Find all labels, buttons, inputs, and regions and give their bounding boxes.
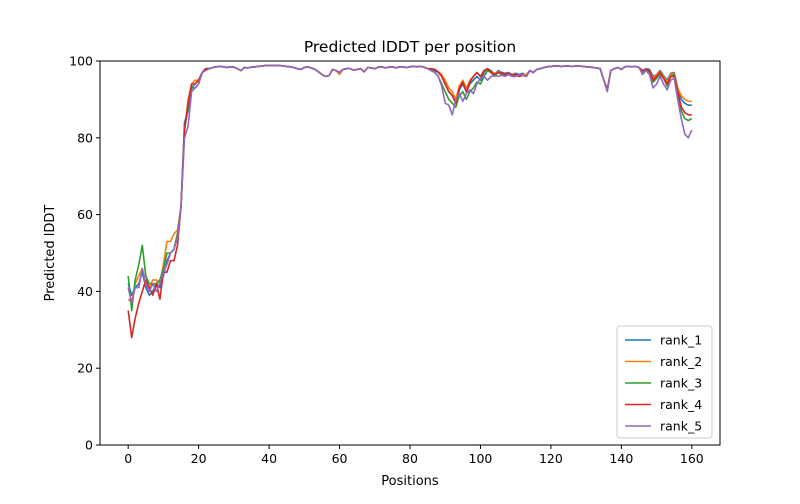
chart-title: Predicted lDDT per position	[304, 38, 516, 56]
x-tick-label: 0	[124, 451, 132, 466]
y-tick-label: 0	[85, 438, 93, 453]
plot-frame	[99, 60, 721, 446]
legend-label: rank_1	[660, 333, 702, 348]
legend-box	[616, 325, 713, 439]
series-line-rank_1	[127, 64, 692, 297]
x-tick-label: 40	[261, 451, 277, 466]
x-axis-label: Positions	[381, 474, 439, 489]
x-tick-label: 100	[469, 451, 493, 466]
x-tick-label: 140	[609, 451, 633, 466]
legend-label: rank_5	[660, 419, 702, 434]
y-tick-label: 100	[69, 54, 93, 69]
legend-label: rank_4	[660, 397, 702, 412]
series-line-rank_2	[127, 64, 692, 304]
x-tick-label: 120	[539, 451, 563, 466]
y-tick-label: 40	[77, 284, 93, 299]
legend-label: rank_2	[660, 354, 702, 369]
x-tick-label: 80	[402, 451, 418, 466]
legend: rank_1 rank_2 rank_3 rank_4 rank_5	[616, 325, 713, 439]
legend-label: rank_3	[660, 376, 702, 391]
series-line-rank_5	[127, 64, 693, 304]
x-tick-label: 20	[191, 451, 207, 466]
series-line-rank_4	[127, 64, 692, 339]
x-tick-label: 160	[680, 451, 704, 466]
y-tick-label: 80	[77, 130, 93, 145]
y-tick-label: 20	[77, 361, 93, 376]
y-tick-label: 60	[77, 207, 93, 222]
x-tick-label: 60	[332, 451, 348, 466]
y-axis-label: Predicted lDDT	[43, 205, 58, 302]
series-line-rank_3	[127, 64, 693, 312]
